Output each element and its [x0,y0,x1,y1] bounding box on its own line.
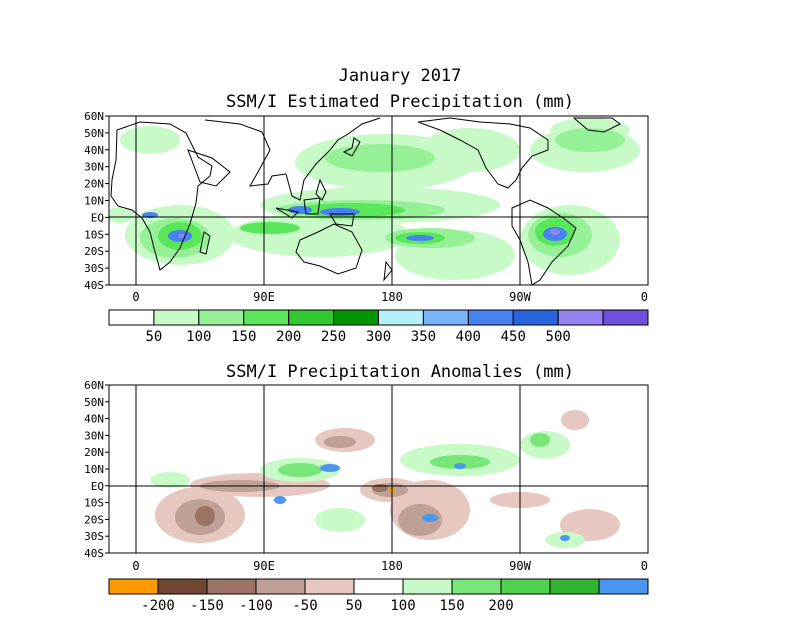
colorbar-label: 450 [501,329,526,345]
latitude-label: EQ [91,480,104,493]
colorbar-swatch [402,578,453,595]
longitude-label: 0 [641,290,648,304]
colorbar-swatch [378,309,424,326]
latitude-label: 40N [84,144,104,157]
colorbar-label: 100 [390,598,415,614]
anomaly-map-title: SSM/I Precipitation Anomalies (mm) [226,362,574,382]
colorbar-label: 250 [321,329,346,345]
colorbar-swatch [198,309,245,326]
precipitation-map-title: SSM/I Estimated Precipitation (mm) [226,92,574,112]
latitude-label: 40S [84,547,104,560]
colorbar-swatch [500,578,551,595]
colorbar-swatch [108,578,159,595]
precipitation-colorbar: 50 100 150 200 250 300 350 400 450 500 [108,309,649,345]
longitude-label: 180 [381,290,403,304]
latitude-label: 30S [84,530,104,543]
month-title: January 2017 [338,66,462,86]
colorbar-label: 200 [276,329,301,345]
longitude-label: 90E [253,290,275,304]
longitude-label: 90E [253,559,275,573]
latitude-label: 20S [84,513,104,526]
colorbar-swatch [288,309,335,326]
colorbar-swatch [243,309,290,326]
colorbar-label: -50 [292,598,317,614]
latitude-labels: 60N 50N 40N 30N 20N 10N EQ 10S 20S 30S 40S [84,110,109,292]
colorbar-label: 400 [456,329,481,345]
latitude-label: 10N [84,463,104,476]
longitude-label: 90W [509,290,531,304]
colorbar-swatch [157,578,208,595]
anomaly-field [150,410,620,548]
colorbar-label: 150 [439,598,464,614]
latitude-label: 60N [84,110,104,123]
latitude-label: 40S [84,279,104,292]
colorbar-label: 50 [346,598,363,614]
grid-lines [109,385,648,553]
latitude-label: 50N [84,127,104,140]
latitude-label: 60N [84,379,104,392]
latitude-label: 30N [84,161,104,174]
longitude-label: 0 [132,290,139,304]
colorbar-swatch [512,309,559,326]
longitude-label: 180 [381,559,403,573]
latitude-label: 40N [84,413,104,426]
colorbar-swatch [353,578,404,595]
longitude-label: 0 [641,559,648,573]
colorbar-swatch [333,309,380,326]
latitude-label: 10S [84,497,104,510]
longitude-label: 90W [509,559,531,573]
colorbar-label: -150 [190,598,224,614]
latitude-label: 20S [84,245,104,258]
latitude-label: 50N [84,396,104,409]
latitude-label: 30N [84,429,104,442]
longitude-label: 0 [132,559,139,573]
colorbar-swatch [422,309,469,326]
colorbar-swatch [557,309,604,326]
colorbar-swatch [304,578,355,595]
latitude-label: 30S [84,262,104,275]
precipitation-field [109,118,640,280]
colorbar-label: -100 [239,598,273,614]
precipitation-map [108,115,649,286]
colorbar-swatch [108,309,155,326]
colorbar-swatch [451,578,502,595]
colorbar-swatch [602,309,649,326]
latitude-labels: 60N 50N 40N 30N 20N 10N EQ 10S 20S 30S 40S [84,379,109,560]
colorbar-label: 50 [145,329,162,345]
latitude-label: 10N [84,195,104,208]
anomaly-colorbar: -200 -150 -100 -50 50 100 150 200 [108,578,649,614]
colorbar-swatch [549,578,600,595]
colorbar-label: 500 [546,329,571,345]
latitude-label: 10S [84,228,104,241]
anomaly-map [108,384,649,554]
latitude-label: 20N [84,446,104,459]
colorbar-label: 300 [366,329,391,345]
colorbar-swatch [206,578,257,595]
grid-lines [109,116,648,285]
colorbar-label: -200 [141,598,175,614]
longitude-labels: 0 90E 180 90W 0 [132,559,648,573]
colorbar-swatch [153,309,200,326]
colorbar-label: 100 [186,329,211,345]
colorbar-swatch [255,578,306,595]
colorbar-swatch [467,309,514,326]
latitude-label: 20N [84,178,104,191]
longitude-labels: 0 90E 180 90W 0 [132,290,648,304]
latitude-label: EQ [91,211,104,224]
colorbar-label: 350 [411,329,436,345]
colorbar-label: 150 [231,329,256,345]
colorbar-swatch [598,578,649,595]
colorbar-label: 200 [488,598,513,614]
